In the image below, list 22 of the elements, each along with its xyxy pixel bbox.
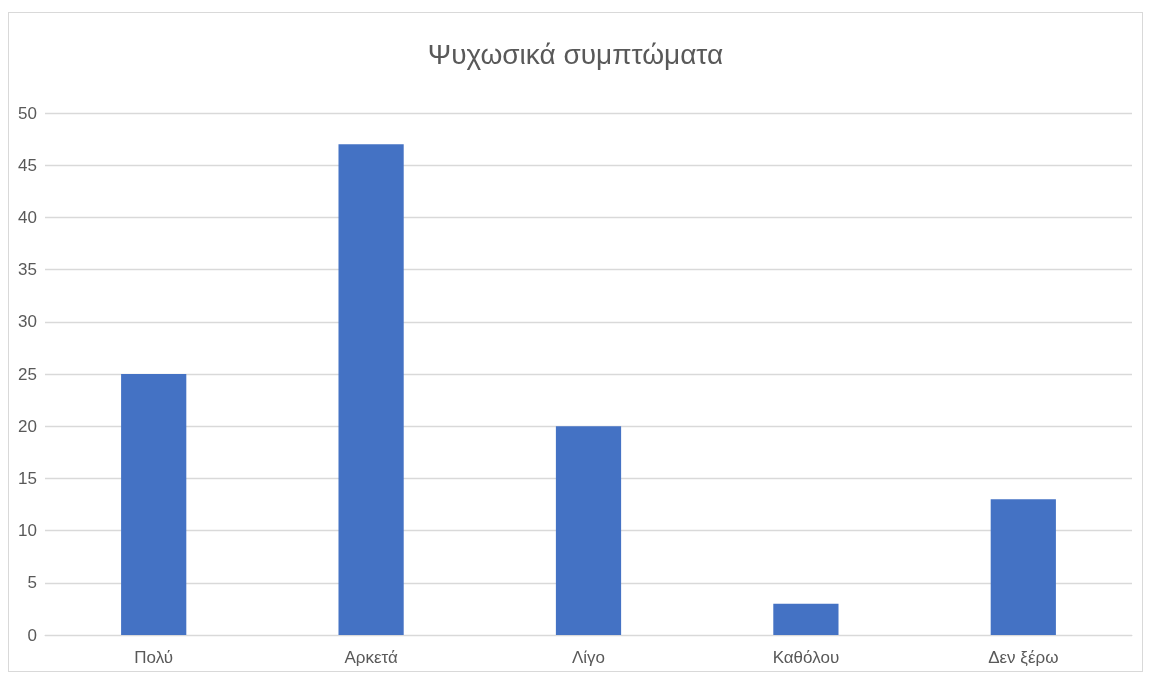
y-tick-label: 45 — [18, 155, 37, 175]
x-tick-label: Λίγο — [571, 648, 606, 667]
y-tick-label: 35 — [18, 260, 37, 280]
y-tick-label: 15 — [18, 468, 37, 488]
y-tick-label: 10 — [18, 521, 37, 541]
x-tick-label: Δεν ξέρω — [988, 648, 1059, 667]
bar — [555, 426, 622, 635]
x-tick-label: Αρκετά — [344, 648, 398, 667]
y-tick-label: 40 — [18, 207, 37, 227]
y-tick-label: 30 — [18, 312, 37, 332]
bar — [121, 374, 187, 635]
y-tick-label: 0 — [27, 625, 37, 645]
y-tick-label: 5 — [27, 573, 37, 593]
y-tick-label: 50 — [18, 103, 37, 123]
bar — [338, 144, 404, 635]
bar — [773, 603, 839, 635]
y-tick-label: 20 — [18, 416, 37, 436]
bar — [990, 499, 1056, 635]
chart-title: Ψυχωσικά συμπτώματα — [427, 38, 724, 70]
y-tick-label: 25 — [18, 364, 37, 384]
x-tick-label: Πολύ — [134, 648, 174, 667]
x-tick-label: Καθόλου — [772, 648, 840, 667]
